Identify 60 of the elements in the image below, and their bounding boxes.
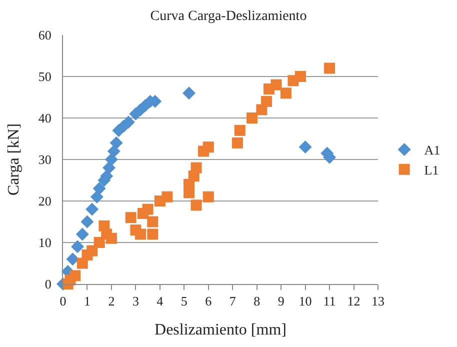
point <box>182 86 196 100</box>
x-tick-label: 1 <box>84 294 90 309</box>
legend-label: L1 <box>424 162 439 178</box>
point <box>324 62 336 74</box>
point <box>86 202 99 216</box>
point <box>135 228 146 240</box>
y-tick-label: 10 <box>38 235 52 250</box>
point <box>294 71 306 82</box>
point <box>298 140 312 154</box>
point <box>162 191 173 202</box>
point <box>70 270 81 282</box>
point <box>261 96 272 107</box>
x-tick-label: 8 <box>254 294 260 309</box>
point <box>86 245 98 256</box>
point <box>110 136 123 150</box>
point <box>94 237 105 248</box>
x-tick-label: 5 <box>180 294 188 309</box>
point <box>80 215 94 228</box>
point <box>106 232 117 244</box>
x-tick-label: 7 <box>229 294 236 309</box>
x-tick-label: 4 <box>156 294 164 309</box>
point <box>142 204 154 215</box>
y-tick-label: 40 <box>38 110 52 126</box>
point <box>92 182 106 196</box>
x-tick-label: 2 <box>108 294 115 309</box>
x-tick-label: 10 <box>298 294 312 309</box>
point <box>234 124 246 136</box>
point <box>71 240 84 254</box>
x-tick-label: 13 <box>372 294 384 309</box>
point <box>90 190 104 204</box>
point <box>76 228 89 241</box>
x-tick-label: 11 <box>323 294 336 309</box>
y-tick-label: 50 <box>38 69 52 84</box>
point <box>232 137 243 148</box>
x-tick-label: 6 <box>205 294 212 309</box>
point <box>202 191 214 202</box>
y-axis-title: Carga [kN] <box>5 123 22 196</box>
legend-label: A1 <box>424 142 440 158</box>
point <box>246 112 258 124</box>
y-tick-label: 30 <box>38 152 52 168</box>
x-tick-label: 9 <box>278 294 284 309</box>
point <box>202 142 214 153</box>
point <box>190 200 202 211</box>
y-tick-label: 0 <box>44 276 52 292</box>
x-tick-label: 3 <box>132 294 139 309</box>
chart-title: Curva Carga-Deslizamiento <box>150 9 307 24</box>
point <box>104 153 118 166</box>
x-tick-label: 0 <box>60 294 66 309</box>
point <box>125 212 136 224</box>
point <box>270 79 282 90</box>
point <box>147 216 158 228</box>
y-tick-label: 60 <box>38 28 52 43</box>
y-tick-label: 20 <box>38 194 52 209</box>
point <box>190 162 202 174</box>
point <box>280 88 292 99</box>
point <box>147 228 158 240</box>
point <box>66 252 80 266</box>
x-axis-title: Deslizamiento [mm] <box>154 321 286 338</box>
x-tick-label: 12 <box>347 294 360 309</box>
point <box>102 161 116 174</box>
